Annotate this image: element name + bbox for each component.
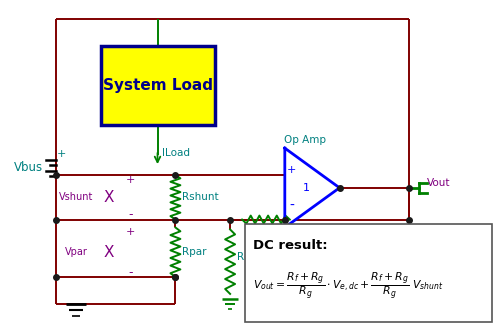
Text: System Load: System Load (103, 78, 213, 93)
Text: Rg: Rg (237, 252, 251, 262)
Text: Vshunt: Vshunt (59, 192, 93, 202)
Text: Vout: Vout (427, 178, 450, 188)
Text: Vbus: Vbus (14, 161, 43, 175)
Bar (101, 46, 215, 125)
Text: +: + (126, 175, 136, 185)
Text: -: - (128, 266, 133, 279)
Text: Rshunt: Rshunt (182, 192, 219, 202)
Text: DC result:: DC result: (253, 239, 328, 252)
Text: -: - (128, 208, 133, 221)
Text: +: + (287, 165, 296, 175)
Text: +: + (126, 227, 136, 237)
Text: X: X (104, 245, 114, 260)
Polygon shape (285, 148, 340, 227)
Text: X: X (104, 190, 114, 205)
Text: Op Amp: Op Amp (284, 135, 326, 145)
Bar (245, 224, 492, 322)
Text: Rpar: Rpar (182, 247, 207, 257)
Text: Rf: Rf (260, 229, 270, 240)
Text: 1: 1 (303, 183, 310, 193)
Text: Vpar: Vpar (64, 247, 88, 257)
Text: ILoad: ILoad (162, 148, 190, 158)
Text: +: + (56, 149, 66, 159)
Text: -: - (290, 199, 294, 213)
Text: $V_{out}=\dfrac{R_f+R_g}{R_g}\cdot V_{e,dc}+\dfrac{R_f+R_g}{R_g}\ V_{shunt}$: $V_{out}=\dfrac{R_f+R_g}{R_g}\cdot V_{e,… (253, 271, 444, 302)
